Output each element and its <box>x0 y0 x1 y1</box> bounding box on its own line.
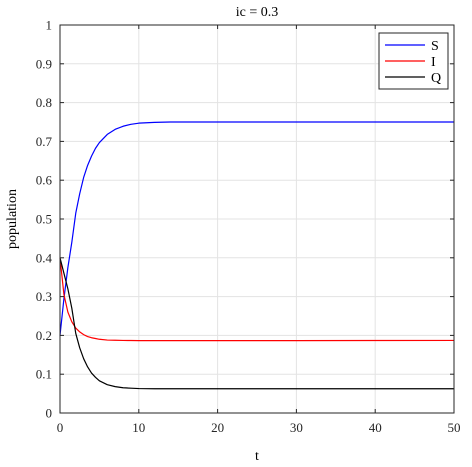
y-tick-label: 0.2 <box>36 328 52 343</box>
y-axis-label: population <box>5 189 20 249</box>
y-tick-label: 0.6 <box>36 173 53 188</box>
y-tick-label: 0.8 <box>36 95 52 110</box>
y-tick-label: 0.1 <box>36 367 52 382</box>
chart-title: ic = 0.3 <box>236 5 279 20</box>
y-tick-label: 0.5 <box>36 212 52 227</box>
y-tick-label: 0.7 <box>36 134 53 149</box>
axis-ticks: 0 10 20 30 40 50 0 0.1 0.2 0.3 0.4 0.5 0.6 0.7 0.8 0.9 1 <box>36 18 461 436</box>
legend: SIQ <box>378 32 449 90</box>
y-tick-label: 1 <box>46 18 53 33</box>
y-tick-label: 0.3 <box>36 289 52 304</box>
x-tick-label: 40 <box>369 420 382 435</box>
y-tick-label: 0.9 <box>36 56 52 71</box>
x-tick-label: 20 <box>211 420 224 435</box>
x-tick-label: 10 <box>132 420 145 435</box>
x-tick-label: 30 <box>290 420 303 435</box>
x-tick-label: 0 <box>57 420 64 435</box>
y-tick-label: 0 <box>46 406 53 421</box>
legend-label-i: I <box>431 55 436 70</box>
x-axis-label: t <box>255 449 259 464</box>
y-tick-label: 0.4 <box>36 250 53 265</box>
x-tick-label: 50 <box>448 420 461 435</box>
series-line-q <box>59 257 454 390</box>
legend-label-s: S <box>431 39 439 54</box>
grid-lines <box>60 25 454 413</box>
series-lines <box>59 121 455 390</box>
series-line-s <box>59 121 454 336</box>
legend-label-q: Q <box>431 71 441 86</box>
